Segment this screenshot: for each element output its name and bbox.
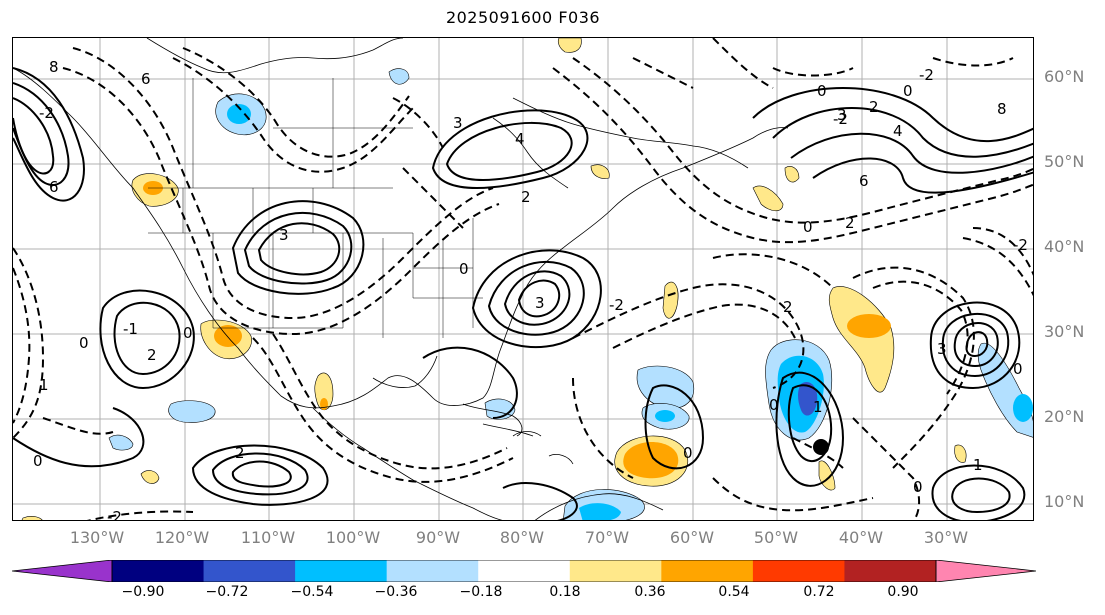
lat-label: 50°N bbox=[1044, 152, 1085, 171]
contour-label: 6 bbox=[49, 178, 59, 196]
contour-label: -2 bbox=[107, 508, 122, 521]
lon-label: 130°W bbox=[69, 528, 125, 547]
map-title: 2025091600 F036 bbox=[445, 8, 601, 27]
colorbar-tick: 0.72 bbox=[803, 584, 835, 600]
contour-label: -2 bbox=[919, 66, 934, 84]
coastlines bbox=[13, 38, 789, 520]
lon-label: 100°W bbox=[325, 528, 381, 547]
contour-label: -2 bbox=[1013, 236, 1028, 254]
contour-label: 1 bbox=[973, 456, 983, 474]
contour-label: 3 bbox=[937, 340, 947, 358]
lat-label: 20°N bbox=[1044, 407, 1085, 426]
contour-label: 2 bbox=[869, 98, 879, 116]
colorbar-segment bbox=[295, 560, 388, 582]
negative-contours bbox=[13, 38, 1033, 520]
lon-label: 70°W bbox=[584, 528, 630, 547]
contour-labels: -2 6 3 3 3 -2 -2 0 0 3 2 4 6 2 8 0 6 0 0… bbox=[33, 58, 1028, 521]
map-panel: -2 6 3 3 3 -2 -2 0 0 3 2 4 6 2 8 0 6 0 0… bbox=[12, 37, 1034, 521]
contour-label: 0 bbox=[683, 444, 693, 462]
contour-label: -1 bbox=[123, 320, 138, 338]
colorbar-segments bbox=[12, 560, 1036, 582]
contour-label: 0 bbox=[459, 260, 469, 278]
filled-shading bbox=[21, 38, 1033, 520]
lon-label: 40°W bbox=[838, 528, 884, 547]
colorbar-tick: −0.18 bbox=[459, 584, 503, 600]
contour-label: -2 bbox=[39, 104, 54, 122]
contour-label: 0 bbox=[803, 218, 813, 236]
contour-label: 0 bbox=[913, 478, 923, 496]
colorbar-segment bbox=[203, 560, 296, 582]
lat-label: 10°N bbox=[1044, 492, 1085, 511]
lat-label: 60°N bbox=[1044, 67, 1085, 86]
contour-label: 3 bbox=[837, 106, 847, 124]
colorbar bbox=[12, 560, 1036, 582]
colorbar-tick: −0.36 bbox=[374, 584, 418, 600]
contour-label: 4 bbox=[515, 130, 525, 148]
contour-label: 0 bbox=[769, 396, 779, 414]
colorbar-segment bbox=[661, 560, 754, 582]
contour-label: 2 bbox=[235, 444, 245, 462]
lon-label: 30°W bbox=[923, 528, 969, 547]
contour-label: 6 bbox=[859, 172, 869, 190]
colorbar-tick: −0.90 bbox=[121, 584, 165, 600]
contour-label: 0 bbox=[33, 452, 43, 470]
contour-label: 2 bbox=[521, 188, 531, 206]
contour-label: 3 bbox=[279, 226, 289, 244]
colorbar-tick: −0.54 bbox=[290, 584, 334, 600]
contour-label: 0 bbox=[1013, 360, 1023, 378]
contour-label: 1 bbox=[39, 376, 49, 394]
colorbar-segment bbox=[386, 560, 479, 582]
map-svg: -2 6 3 3 3 -2 -2 0 0 3 2 4 6 2 8 0 6 0 0… bbox=[13, 38, 1033, 521]
colorbar-tick: 0.54 bbox=[718, 584, 750, 600]
contour-label: 1 bbox=[813, 398, 823, 416]
colorbar-segment bbox=[569, 560, 662, 582]
colorbar-tick: 0.18 bbox=[549, 584, 581, 600]
colorbar-tick: 0.36 bbox=[634, 584, 666, 600]
colorbar-extend-min bbox=[12, 560, 112, 582]
contour-label: 2 bbox=[147, 346, 157, 364]
colorbar-tick: −0.72 bbox=[205, 584, 249, 600]
colorbar-extend-max bbox=[936, 560, 1036, 582]
contour-label: 3 bbox=[535, 294, 545, 312]
contour-label: 0 bbox=[903, 82, 913, 100]
lon-label: 120°W bbox=[154, 528, 210, 547]
contour-label: 2 bbox=[783, 298, 793, 316]
contour-label: 2 bbox=[845, 214, 855, 232]
contour-label: -2 bbox=[833, 110, 848, 128]
lon-label: 50°W bbox=[753, 528, 799, 547]
lon-label: 60°W bbox=[669, 528, 715, 547]
colorbar-segment bbox=[752, 560, 845, 582]
storm-center-dot bbox=[813, 439, 829, 455]
contour-label: 4 bbox=[893, 122, 903, 140]
colorbar-segment bbox=[478, 560, 571, 582]
contour-label: 0 bbox=[183, 324, 193, 342]
contour-label: -2 bbox=[609, 296, 624, 314]
graticule bbox=[13, 38, 1033, 520]
contour-label: 8 bbox=[49, 58, 59, 76]
colorbar-frame bbox=[111, 560, 937, 582]
lat-label: 40°N bbox=[1044, 237, 1085, 256]
lat-label: 30°N bbox=[1044, 322, 1085, 341]
contour-label: 0 bbox=[817, 82, 827, 100]
contour-label: 3 bbox=[453, 114, 463, 132]
contour-label: 8 bbox=[997, 100, 1007, 118]
contour-label: 0 bbox=[79, 334, 89, 352]
lon-label: 90°W bbox=[415, 528, 461, 547]
colorbar-tick: 0.90 bbox=[887, 584, 919, 600]
colorbar-segment bbox=[844, 560, 937, 582]
colorbar-segment bbox=[112, 560, 205, 582]
contour-label: 6 bbox=[141, 70, 151, 88]
lon-label: 80°W bbox=[499, 528, 545, 547]
lon-label: 110°W bbox=[240, 528, 296, 547]
